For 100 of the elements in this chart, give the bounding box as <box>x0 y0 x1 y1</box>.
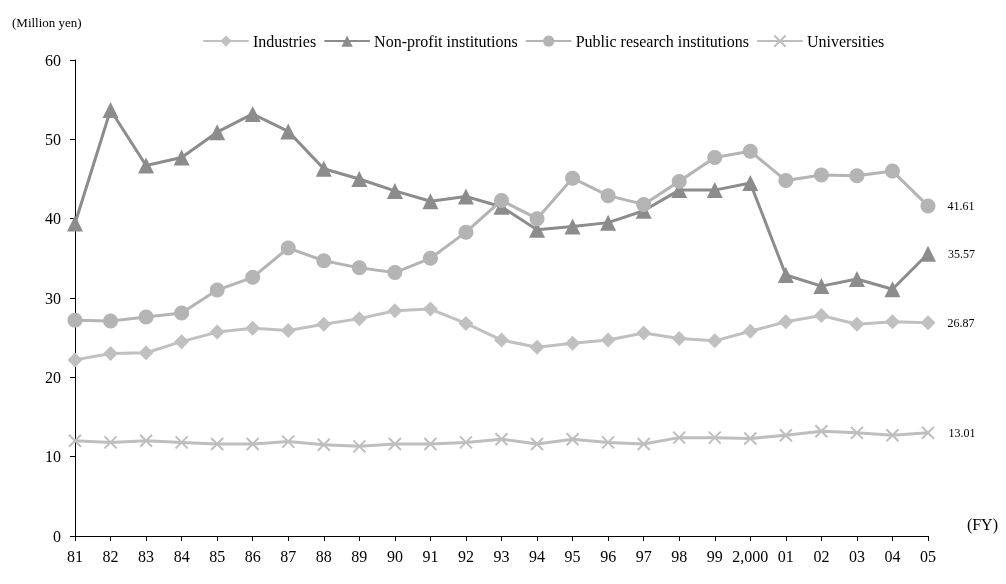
point <box>209 282 225 298</box>
point <box>600 188 616 204</box>
point <box>174 305 190 321</box>
x-tick-label: 84 <box>173 547 190 565</box>
x-tick-label: 01 <box>777 547 794 565</box>
point <box>174 435 189 450</box>
y-tick-label: 10 <box>45 448 61 466</box>
point <box>529 211 545 227</box>
point <box>280 123 297 140</box>
x-tick-label: 81 <box>67 547 83 565</box>
x-tick-label: 03 <box>848 547 865 565</box>
x-tick-label: 93 <box>493 547 510 565</box>
point <box>245 436 260 451</box>
y-tick-label: 40 <box>45 210 61 228</box>
point <box>813 307 829 323</box>
point <box>280 323 296 339</box>
point <box>138 345 154 361</box>
point <box>742 143 758 159</box>
point <box>920 315 936 331</box>
point <box>884 163 900 179</box>
point <box>600 214 617 231</box>
point <box>68 433 82 448</box>
point <box>564 218 581 235</box>
point <box>245 269 261 285</box>
point <box>351 260 367 276</box>
x-tick-label: 92 <box>457 547 474 565</box>
point <box>316 437 331 452</box>
y-tick-label: 20 <box>45 368 61 386</box>
point <box>742 174 759 191</box>
point <box>707 333 723 349</box>
x-tick-label: 98 <box>671 547 688 565</box>
y-tick-label: 60 <box>45 51 61 69</box>
x-tick-label: 82 <box>102 547 119 565</box>
x-tick-label: 91 <box>422 547 439 565</box>
point <box>315 160 332 177</box>
point <box>636 325 652 341</box>
x-tick-label: 83 <box>138 547 155 565</box>
point <box>174 334 190 350</box>
y-tick-label: 30 <box>45 289 61 307</box>
point <box>530 436 545 451</box>
point <box>884 314 900 330</box>
legend-label: Non-profit institutions <box>374 32 518 51</box>
x-tick-label: 90 <box>386 547 403 565</box>
point <box>565 432 580 447</box>
point <box>281 434 296 449</box>
x-tick-label: 94 <box>529 547 546 565</box>
point <box>920 245 936 262</box>
point <box>423 436 438 451</box>
point <box>777 266 794 283</box>
point <box>138 157 155 174</box>
point <box>600 332 616 348</box>
x-tick-label: 87 <box>280 547 297 565</box>
point <box>139 433 154 448</box>
point <box>920 198 936 214</box>
point <box>351 311 367 327</box>
point <box>671 173 687 189</box>
point <box>778 173 794 189</box>
point <box>103 313 119 329</box>
data-label: 13.01 <box>948 425 976 440</box>
x-tick-label: 86 <box>244 547 261 565</box>
point <box>921 425 935 440</box>
point <box>351 171 368 187</box>
point <box>316 253 332 269</box>
x-tick-label: 96 <box>600 547 617 565</box>
point <box>458 435 473 450</box>
legend-label: Universities <box>806 32 885 50</box>
point <box>173 149 190 166</box>
data-label: 26.87 <box>947 315 975 330</box>
point <box>707 430 722 445</box>
legend-label: Industries <box>253 32 317 50</box>
point <box>494 332 509 348</box>
x-axis-title: (FY) <box>966 515 998 534</box>
data-label: 41.61 <box>947 198 975 213</box>
point <box>494 192 509 208</box>
point <box>387 436 402 451</box>
point <box>849 168 865 184</box>
point <box>814 424 829 439</box>
point <box>672 430 687 445</box>
point <box>422 301 438 317</box>
x-tick-label: 97 <box>635 547 652 565</box>
x-tick-label: 04 <box>884 547 901 565</box>
point <box>601 435 616 450</box>
point <box>102 101 119 118</box>
point <box>849 425 864 440</box>
y-axis-title: (Million yen) <box>12 15 82 30</box>
point <box>565 335 581 351</box>
point <box>529 339 545 355</box>
point <box>813 167 829 183</box>
point <box>67 352 83 368</box>
x-tick-label: 02 <box>813 547 830 565</box>
point <box>422 250 438 266</box>
point <box>386 182 403 199</box>
point <box>706 182 723 199</box>
point <box>103 346 119 362</box>
point <box>884 281 901 298</box>
point <box>636 196 652 212</box>
point <box>209 124 226 141</box>
point <box>636 436 651 451</box>
point <box>67 312 83 328</box>
point <box>352 439 367 454</box>
